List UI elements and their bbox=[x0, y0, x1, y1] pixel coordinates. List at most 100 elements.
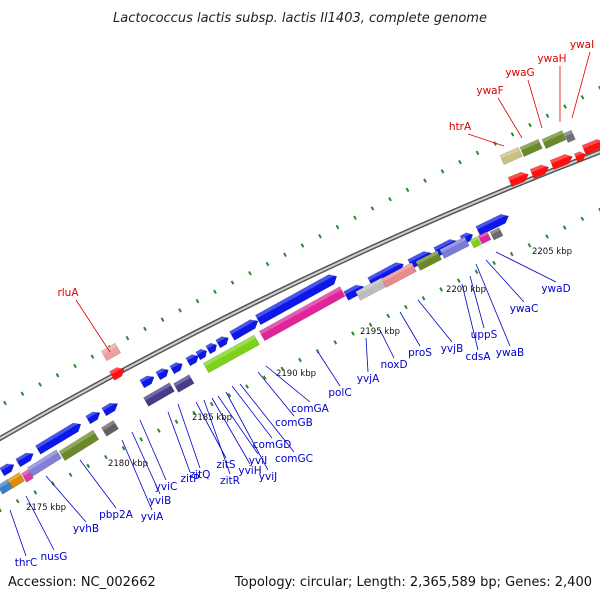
gene-label: comGD bbox=[253, 439, 292, 451]
gene-feature bbox=[155, 366, 169, 381]
kbp-tick-label: 2195 kbp bbox=[360, 327, 400, 337]
gene-feature bbox=[229, 316, 259, 341]
gene-label: yviA bbox=[141, 511, 164, 523]
leader-line bbox=[399, 311, 421, 347]
leader-line bbox=[177, 403, 201, 469]
leader-line bbox=[217, 395, 259, 455]
gene-label: zitS bbox=[216, 459, 236, 471]
leader-line bbox=[203, 399, 231, 475]
gene-feature bbox=[109, 364, 125, 381]
genome-title: Lactococcus lactis subsp. lactis Il1403,… bbox=[113, 11, 487, 26]
kbp-tick-label: 2175 kbp bbox=[26, 503, 66, 513]
gene-label: ywaC bbox=[510, 303, 539, 315]
gene-feature bbox=[519, 138, 543, 157]
gene-label: comGB bbox=[275, 417, 313, 429]
gene-feature bbox=[573, 150, 586, 163]
leader-line bbox=[317, 351, 341, 387]
gene-label: yvjA bbox=[357, 373, 380, 385]
gene-feature bbox=[254, 271, 338, 326]
gene-label: zitQ bbox=[190, 469, 211, 481]
gene-label: yviI bbox=[249, 455, 267, 467]
gene-feature bbox=[477, 231, 492, 245]
leader-line bbox=[571, 51, 591, 119]
gene-feature bbox=[499, 146, 523, 165]
gene-feature bbox=[469, 236, 482, 249]
leader-line bbox=[167, 411, 191, 473]
gene-label: ywaH bbox=[537, 53, 566, 65]
leader-line bbox=[485, 259, 525, 303]
leader-line bbox=[379, 329, 395, 359]
gene-feature bbox=[549, 152, 573, 170]
gene-label: zitP bbox=[181, 473, 200, 485]
gene-feature bbox=[195, 347, 207, 361]
gene-feature bbox=[7, 471, 25, 489]
gene-label: thrC bbox=[15, 557, 37, 569]
accession-text: Accession: NC_002662 bbox=[8, 575, 156, 590]
gene-feature bbox=[202, 334, 260, 374]
gene-feature bbox=[21, 469, 34, 483]
gene-label: rluA bbox=[57, 287, 79, 299]
leader-line bbox=[475, 263, 511, 347]
gene-label: yviH bbox=[238, 465, 261, 477]
gene-label: comGA bbox=[291, 403, 330, 415]
gene-label: polC bbox=[328, 387, 351, 399]
leader-line bbox=[265, 365, 311, 403]
leader-line bbox=[139, 419, 167, 481]
leader-line bbox=[225, 391, 269, 471]
gene-feature bbox=[258, 286, 346, 342]
leader-line bbox=[211, 397, 251, 465]
gene-feature bbox=[27, 449, 62, 477]
gene-label: nusG bbox=[41, 551, 68, 563]
gene-feature bbox=[439, 236, 470, 259]
leader-line bbox=[467, 133, 505, 147]
gene-feature bbox=[58, 429, 100, 462]
leader-line bbox=[75, 299, 111, 353]
kbp-tick-label: 2185 kbp bbox=[192, 413, 232, 423]
gene-feature bbox=[101, 399, 119, 417]
kbp-tick-label: 2180 kbp bbox=[108, 459, 148, 469]
gene-label: yvhB bbox=[73, 523, 99, 535]
leader-line bbox=[365, 337, 369, 373]
gene-feature bbox=[173, 374, 195, 393]
leader-line bbox=[45, 475, 87, 523]
gene-feature bbox=[381, 262, 417, 288]
genome-summary-text: Topology: circular; Length: 2,365,589 bp… bbox=[234, 575, 592, 590]
gene-label: cdsA bbox=[465, 351, 491, 363]
gene-label: noxD bbox=[380, 359, 407, 371]
gene-feature bbox=[85, 408, 101, 425]
leader-line bbox=[495, 251, 557, 283]
leader-line bbox=[257, 371, 295, 417]
gene-feature bbox=[215, 334, 229, 349]
gene-feature bbox=[563, 129, 576, 143]
gene-label: htrA bbox=[449, 121, 472, 133]
label-leader-lines bbox=[9, 51, 591, 557]
gene-feature bbox=[507, 169, 529, 187]
kbp-tick-label: 2200 kbp bbox=[446, 285, 486, 295]
gene-label: proS bbox=[408, 347, 432, 359]
leader-line bbox=[461, 283, 479, 351]
gene-feature bbox=[143, 382, 175, 407]
leader-line bbox=[131, 431, 161, 495]
gene-feature bbox=[581, 137, 600, 155]
gene-feature bbox=[541, 130, 567, 149]
leader-line bbox=[79, 459, 117, 509]
gene-label: zitR bbox=[220, 475, 240, 487]
gene-feature bbox=[100, 342, 121, 362]
leader-line bbox=[497, 97, 523, 139]
kbp-tick-labels: 2175 kbp 2180 kbp 2185 kbp 2190 kbp 2195 kbp… bbox=[26, 247, 572, 513]
gene-label: pbp2A bbox=[99, 509, 134, 521]
gene-label: yviC bbox=[155, 481, 178, 493]
gene-label: yviJ bbox=[259, 471, 277, 483]
gene-features bbox=[0, 129, 600, 495]
tick-dot-rings bbox=[0, 85, 600, 513]
gene-feature bbox=[169, 360, 183, 375]
gene-label: comGC bbox=[275, 453, 313, 465]
gene-label: ywaD bbox=[541, 283, 570, 295]
gene-feature bbox=[475, 211, 509, 236]
gene-feature bbox=[15, 449, 34, 468]
gene-feature bbox=[185, 352, 199, 367]
gene-feature bbox=[139, 373, 155, 389]
kbp-tick-label: 2190 kbp bbox=[276, 369, 316, 379]
gene-feature bbox=[0, 460, 15, 477]
